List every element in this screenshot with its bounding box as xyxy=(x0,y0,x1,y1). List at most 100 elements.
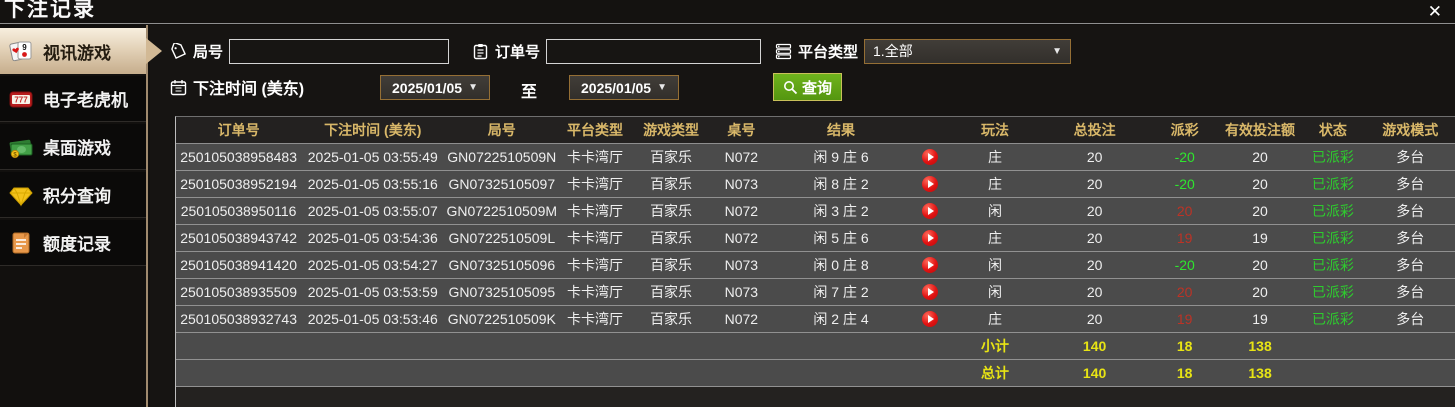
cell-valid-bet: 19 xyxy=(1219,305,1301,333)
cell-play: 闲 xyxy=(950,278,1040,306)
date-range-to-label: 至 xyxy=(521,84,538,101)
cell-bet-time: 2025-01-05 03:53:46 xyxy=(301,305,445,333)
cell-table-no: N073 xyxy=(711,170,772,198)
search-button[interactable]: 查询 xyxy=(773,73,843,101)
replay-play-icon[interactable] xyxy=(922,257,939,274)
cell-total-bet: 20 xyxy=(1039,305,1150,333)
svg-text:9: 9 xyxy=(22,43,27,52)
cell-table-no: N072 xyxy=(711,305,772,333)
video-cards-icon: 9 xyxy=(8,38,34,64)
cell-replay xyxy=(910,278,951,306)
cell-result: 闲 8 庄 2 xyxy=(771,170,911,198)
replay-play-icon[interactable] xyxy=(922,203,939,220)
cell-play: 庄 xyxy=(950,143,1040,171)
date-to-value: 2025/01/05 xyxy=(581,79,652,96)
sidebar-item-video-games[interactable]: 9 视讯游戏 xyxy=(0,28,162,74)
cell-status: 已派彩 xyxy=(1300,278,1366,306)
cell-round-id: GN0722510509K xyxy=(444,305,560,333)
total-valid-bet: 138 xyxy=(1219,359,1301,387)
replay-play-icon[interactable] xyxy=(922,149,939,166)
list-icon xyxy=(775,43,792,60)
cell-mode: 多台 xyxy=(1365,197,1455,225)
total-label: 总计 xyxy=(950,359,1040,387)
cell-payout: 20 xyxy=(1149,278,1220,306)
cell-round-id: GN0722510509N xyxy=(444,143,560,171)
sidebar-item-slots[interactable]: 777 电子老虎机 xyxy=(0,76,146,122)
replay-play-icon[interactable] xyxy=(922,284,939,301)
cell-play: 闲 xyxy=(950,197,1040,225)
cell-bet-time: 2025-01-05 03:53:59 xyxy=(301,278,445,306)
platform-select[interactable]: 1.全部 ▼ xyxy=(864,38,1072,64)
chevron-down-icon: ▼ xyxy=(468,82,478,93)
col-header-game-type: 游戏类型 xyxy=(630,117,712,144)
col-header-payout: 派彩 xyxy=(1149,117,1220,144)
cell-status: 已派彩 xyxy=(1300,251,1366,279)
cell-payout: 20 xyxy=(1149,197,1220,225)
cell-valid-bet: 19 xyxy=(1219,224,1301,252)
cell-total-bet: 20 xyxy=(1039,278,1150,306)
col-header-valid-bet: 有效投注额 xyxy=(1219,117,1301,144)
sidebar-item-label: 积分查询 xyxy=(43,187,111,206)
cell-total-bet: 20 xyxy=(1039,197,1150,225)
sidebar-item-points-query[interactable]: 积分查询 xyxy=(0,172,146,218)
order-input[interactable] xyxy=(546,38,762,64)
cell-status: 已派彩 xyxy=(1300,143,1366,171)
chevron-down-icon: ▼ xyxy=(657,82,667,93)
sidebar-item-quota-records[interactable]: 额度记录 xyxy=(0,220,146,266)
cell-order-id: 250105038943742 xyxy=(176,224,302,252)
round-filter-group: 局号 xyxy=(170,38,450,64)
cell-valid-bet: 20 xyxy=(1219,143,1301,171)
total-row: 总计 140 18 138 xyxy=(176,359,1455,387)
table-row: 250105038958483 2025-01-05 03:55:49 GN07… xyxy=(176,143,1455,171)
cell-replay xyxy=(910,170,951,198)
table-body: 250105038958483 2025-01-05 03:55:49 GN07… xyxy=(176,143,1455,333)
col-header-play: 玩法 xyxy=(950,117,1040,144)
cell-result: 闲 3 庄 2 xyxy=(771,197,911,225)
cell-round-id: GN0722510509L xyxy=(444,224,560,252)
clipboard-icon xyxy=(472,43,489,60)
cell-result: 闲 9 庄 6 xyxy=(771,143,911,171)
cell-order-id: 250105038950116 xyxy=(176,197,302,225)
svg-text:777: 777 xyxy=(14,95,28,104)
replay-play-icon[interactable] xyxy=(922,311,939,328)
cell-table-no: N072 xyxy=(711,143,772,171)
bet-time-group: 下注时间 (美东) xyxy=(170,74,304,100)
close-icon[interactable]: ✕ xyxy=(1427,2,1442,21)
cell-play: 闲 xyxy=(950,251,1040,279)
subtotal-label: 小计 xyxy=(950,332,1040,360)
cell-replay xyxy=(910,305,951,333)
cell-result: 闲 0 庄 8 xyxy=(771,251,911,279)
sidebar-item-label: 电子老虎机 xyxy=(43,91,128,110)
cell-valid-bet: 20 xyxy=(1219,278,1301,306)
total-total-bet: 140 xyxy=(1039,359,1150,387)
platform-filter-label: 平台类型 xyxy=(798,43,859,61)
date-from-select[interactable]: 2025/01/05 ▼ xyxy=(380,75,490,100)
date-to-select[interactable]: 2025/01/05 ▼ xyxy=(569,75,679,100)
round-input[interactable] xyxy=(229,38,450,64)
replay-play-icon[interactable] xyxy=(922,176,939,193)
cell-valid-bet: 20 xyxy=(1219,170,1301,198)
cell-bet-time: 2025-01-05 03:55:16 xyxy=(301,170,445,198)
cell-mode: 多台 xyxy=(1365,251,1455,279)
col-header-total-bet: 总投注 xyxy=(1039,117,1150,144)
table-row: 250105038950116 2025-01-05 03:55:07 GN07… xyxy=(176,197,1455,225)
order-filter-group: 订单号 xyxy=(472,38,762,64)
cell-mode: 多台 xyxy=(1365,170,1455,198)
page-title: 下注记录 xyxy=(4,0,96,21)
cell-bet-time: 2025-01-05 03:55:07 xyxy=(301,197,445,225)
cell-mode: 多台 xyxy=(1365,224,1455,252)
cell-platform: 卡卡湾厅 xyxy=(559,143,631,171)
subtotal-payout: 18 xyxy=(1149,332,1220,360)
bet-records-table: 订单号 下注时间 (美东) 局号 平台类型 游戏类型 桌号 结果 玩法 总投注 … xyxy=(175,116,1455,407)
col-header-table-no: 桌号 xyxy=(711,117,772,144)
sidebar-item-label: 视讯游戏 xyxy=(43,43,111,63)
cell-table-no: N072 xyxy=(711,224,772,252)
col-header-status: 状态 xyxy=(1300,117,1366,144)
sidebar-item-label: 桌面游戏 xyxy=(43,139,111,158)
cell-payout: -20 xyxy=(1149,143,1220,171)
sidebar-item-table-games[interactable]: $ 桌面游戏 xyxy=(0,124,146,170)
search-button-label: 查询 xyxy=(802,79,833,97)
calendar-icon xyxy=(170,79,187,96)
replay-play-icon[interactable] xyxy=(922,230,939,247)
cell-payout: 19 xyxy=(1149,305,1220,333)
